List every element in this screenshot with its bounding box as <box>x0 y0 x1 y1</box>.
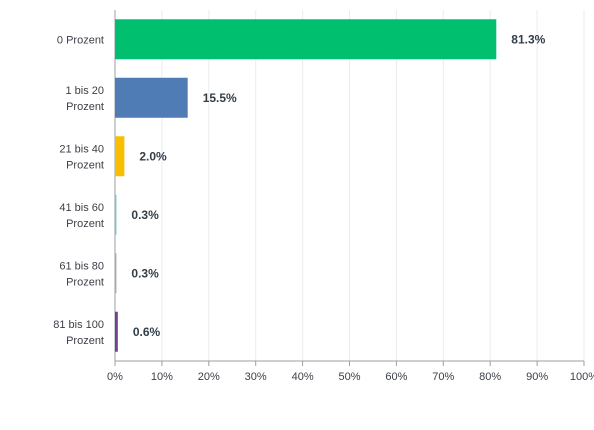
category-label: 0 Prozent <box>57 34 104 46</box>
x-tick-label: 100% <box>570 371 594 383</box>
value-labels: 81.3% 15.5% 2.0% 0.3% 0.3% 0.6% <box>131 32 545 339</box>
category-label: 81 bis 100 Prozent <box>53 319 104 347</box>
bar <box>115 194 117 235</box>
value-label: 0.3% <box>131 208 159 222</box>
axes <box>114 10 585 366</box>
category-label-line: 0 Prozent <box>57 34 104 46</box>
x-tick-label: 10% <box>151 371 173 383</box>
bars <box>115 19 497 352</box>
x-tick-label: 40% <box>292 371 314 383</box>
category-label-line: 1 bis 20 <box>65 85 104 97</box>
x-tick-label: 80% <box>479 371 501 383</box>
category-label-line: 41 bis 60 <box>59 202 104 214</box>
x-tick-label: 30% <box>245 371 267 383</box>
bar <box>115 311 118 352</box>
category-label: 61 bis 80 Prozent <box>59 260 104 288</box>
x-tick-label: 50% <box>338 371 360 383</box>
category-label-line: Prozent <box>66 335 104 347</box>
x-tick-labels: 0% 10% 20% 30% 40% 50% 60% 70% 80% 90% 100% <box>107 371 594 383</box>
value-label: 2.0% <box>139 149 167 163</box>
category-label: 21 bis 40 Prozent <box>59 143 104 171</box>
category-label-line: 61 bis 80 <box>59 260 104 272</box>
category-label: 1 bis 20 Prozent <box>65 85 104 113</box>
bar <box>115 77 188 118</box>
value-label: 0.6% <box>133 325 161 339</box>
x-tick-label: 70% <box>432 371 454 383</box>
bar <box>115 19 497 60</box>
value-label: 15.5% <box>203 91 237 105</box>
x-tick-label: 20% <box>198 371 220 383</box>
category-labels: 0 Prozent 1 bis 20 Prozent 21 bis 40 Prozent… <box>53 34 104 347</box>
bar <box>115 253 117 294</box>
category-label: 41 bis 60 Prozent <box>59 202 104 230</box>
value-label: 81.3% <box>511 32 545 46</box>
bar <box>115 136 125 177</box>
gridlines <box>161 10 585 361</box>
x-tick-label: 0% <box>107 371 123 383</box>
category-label-line: Prozent <box>66 159 104 171</box>
category-label-line: 81 bis 100 <box>53 319 104 331</box>
category-label-line: 21 bis 40 <box>59 143 104 155</box>
value-label: 0.3% <box>131 266 159 280</box>
category-label-line: Prozent <box>66 218 104 230</box>
x-tick-label: 60% <box>385 371 407 383</box>
category-label-line: Prozent <box>66 276 104 288</box>
x-tick-label: 90% <box>526 371 548 383</box>
category-label-line: Prozent <box>66 101 104 113</box>
